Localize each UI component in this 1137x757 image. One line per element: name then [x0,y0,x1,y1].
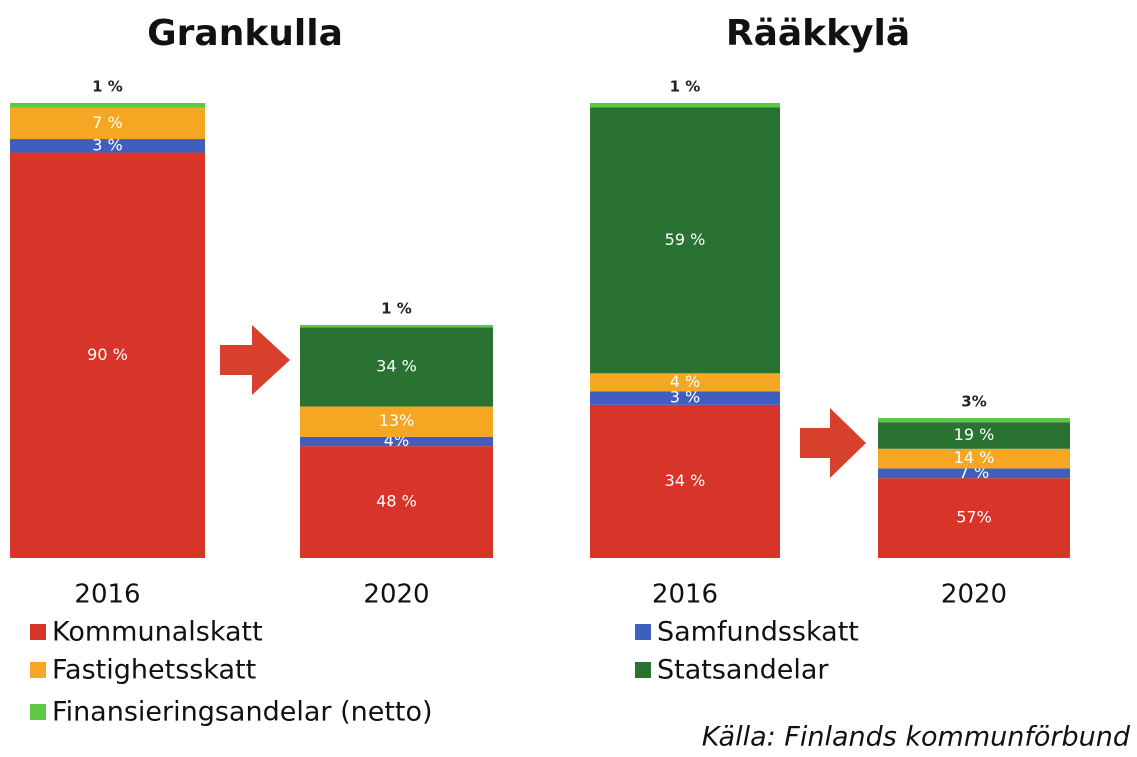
bar-segment [590,103,780,108]
legend-label: Kommunalskatt [52,617,263,648]
bar-segment [590,107,780,374]
bar-segment [878,478,1070,558]
value-label: 34 % [376,356,417,375]
x-tick-label: 2016 [652,580,718,610]
x-tick-label: 2016 [74,580,140,610]
bar-segment [10,107,205,140]
legend-swatch [635,662,651,678]
value-label: 1 % [670,78,701,96]
legend-swatch [30,704,46,720]
value-label: 14 % [954,448,995,467]
legend-label: Finansieringsandelar (netto) [52,697,433,728]
value-label: 13% [379,411,415,430]
legend-label: Statsandelar [657,655,829,686]
legend-swatch [30,662,46,678]
bar-segment [300,446,493,558]
bar-segment [590,404,780,558]
bar-segment [878,448,1070,469]
bar-segment [10,152,205,559]
value-label: 7 % [92,113,122,132]
value-label: 1 % [92,78,123,96]
value-label: 4 % [670,372,700,391]
arrow [800,408,866,478]
bar-segment [10,103,205,108]
x-tick-label: 2020 [941,580,1007,610]
chart-title: Rääkkylä [726,13,910,54]
chart-title: Grankulla [147,13,343,54]
bar-segment [878,468,1070,479]
value-label: 19 % [954,425,995,444]
bar-segment [590,373,780,392]
legend-label: Samfundsskatt [657,617,859,648]
bar-segment [590,391,780,405]
arrow [220,325,290,395]
bar-segment [300,436,493,447]
value-label: 59 % [665,230,706,249]
bar-segment [878,418,1070,423]
value-label: 57% [956,508,992,527]
legend-swatch [635,624,651,640]
value-label: 3% [961,393,986,411]
legend-label: Fastighetsskatt [52,655,256,686]
value-label: 34 % [665,471,706,490]
bar-segment [300,406,493,437]
bar-segment [10,139,205,153]
source-note: Källa: Finlands kommunförbund [702,722,1131,753]
x-tick-label: 2020 [363,580,429,610]
value-label: 3 % [92,135,122,154]
value-label: 1 % [381,300,412,318]
value-label: 90 % [87,345,128,364]
value-label: 3 % [670,388,700,407]
bar-segment [300,327,493,407]
bar-segment [300,325,493,328]
bar-segment [878,422,1070,449]
legend-swatch [30,624,46,640]
value-label: 48 % [376,492,417,511]
